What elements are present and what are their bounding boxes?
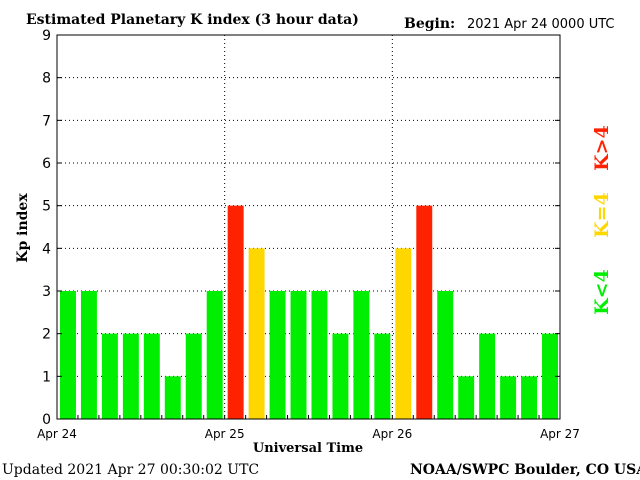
kp-bar	[311, 291, 328, 419]
x-tick-label: Apr 26	[372, 427, 412, 441]
kp-bar	[458, 376, 475, 419]
y-tick-label: 3	[42, 284, 51, 300]
y-tick-label: 4	[42, 241, 51, 257]
legend-k-less-4: K<4	[591, 269, 613, 315]
y-tick-label: 0	[42, 412, 51, 428]
y-tick-labels: 0 1 2 3 4 5 6 7 8 9	[42, 28, 51, 428]
kp-bar	[437, 291, 454, 419]
kp-bar	[290, 291, 307, 419]
begin-label: Begin:	[404, 16, 455, 32]
legend-k-equal-4: K=4	[591, 192, 613, 238]
x-axis-label: Universal Time	[253, 441, 363, 456]
legend-k-greater-4: K>4	[591, 125, 613, 171]
begin-value: 2021 Apr 24 0000 UTC	[467, 17, 615, 32]
kp-bar	[122, 333, 139, 419]
kp-bar	[227, 205, 244, 419]
y-tick-label: 2	[42, 327, 51, 343]
x-tick-label: Apr 24	[37, 427, 77, 441]
bars	[60, 205, 558, 419]
grid-lines	[57, 35, 560, 419]
kp-bar	[395, 248, 412, 419]
y-tick-label: 7	[42, 113, 51, 129]
kp-bar	[353, 291, 370, 419]
source-credit: NOAA/SWPC Boulder, CO USA	[410, 462, 640, 478]
y-tick-label: 5	[42, 199, 51, 215]
kp-bar	[185, 333, 202, 419]
kp-bar	[500, 376, 517, 419]
y-tick-label: 1	[42, 369, 51, 385]
x-tick-label: Apr 27	[540, 427, 580, 441]
y-axis-label: Kp index	[15, 193, 31, 263]
x-tick-label: Apr 25	[205, 427, 245, 441]
axes	[56, 34, 561, 420]
kp-bar	[80, 291, 97, 419]
kp-bar	[101, 333, 118, 419]
kp-bar	[374, 333, 391, 419]
kp-bar	[206, 291, 223, 419]
updated-timestamp: Updated 2021 Apr 27 00:30:02 UTC	[2, 462, 259, 478]
kp-bar	[269, 291, 286, 419]
kp-bar	[248, 248, 265, 419]
kp-bar	[542, 333, 558, 419]
y-tick-label: 9	[42, 28, 51, 44]
y-tick-label: 6	[42, 156, 51, 172]
y-tick-label: 8	[42, 71, 51, 87]
kp-bar	[521, 376, 538, 419]
kp-bar	[164, 376, 181, 419]
kp-bar	[143, 333, 160, 419]
kp-bar	[332, 333, 349, 419]
kp-bar	[479, 333, 496, 419]
kp-bar	[416, 205, 433, 419]
chart-title: Estimated Planetary K index (3 hour data…	[26, 12, 359, 28]
x-tick-labels: Apr 24 Apr 25 Apr 26 Apr 27	[37, 427, 580, 441]
kp-bar	[60, 291, 76, 419]
